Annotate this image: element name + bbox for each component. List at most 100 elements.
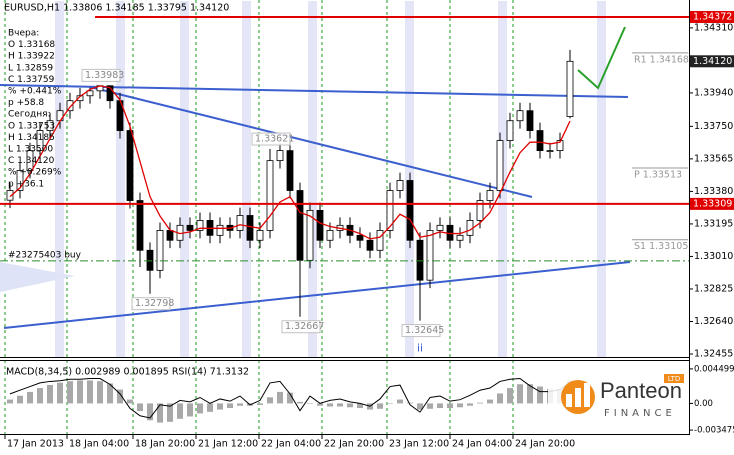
x-tick-label: 24 Jan 20:00 — [515, 439, 575, 450]
macd-bar — [117, 389, 123, 404]
y-tick-label: 1.33195 — [694, 218, 733, 229]
macd-bar — [327, 403, 333, 407]
y-tick-label: 1.32825 — [694, 283, 733, 294]
price-label: 1.33621 — [255, 134, 294, 145]
macd-bar — [87, 380, 93, 404]
x-tick-label: 22 Jan 20:00 — [324, 439, 384, 450]
level-box — [690, 197, 734, 210]
info-line: O 1.33168 — [8, 40, 55, 50]
logo-sub: FINANCE — [604, 408, 676, 419]
trendline — [3, 261, 631, 329]
x-tick-label: 23 Jan 12:00 — [389, 439, 449, 450]
macd-bar — [77, 380, 83, 404]
candle-body — [406, 180, 414, 241]
macd-bar — [427, 403, 433, 409]
info-line: p +58.8 — [8, 98, 44, 108]
macd-bar — [277, 391, 283, 404]
price-label-box — [131, 297, 171, 311]
candle-body — [136, 200, 144, 251]
info-line: H 1.33922 — [8, 52, 55, 62]
macd-bar — [497, 393, 503, 404]
wave-label: ii — [417, 342, 423, 355]
last-price-box — [690, 55, 734, 68]
x-tick-label: 22 Jan 04:00 — [261, 439, 321, 450]
y-tick-label: 1.33010 — [694, 251, 733, 262]
y-tick-label: 1.33750 — [694, 121, 733, 132]
macd-bar — [107, 383, 113, 404]
y-tick-label: 1.33380 — [694, 186, 733, 197]
macd-bar — [387, 403, 393, 404]
macd-bar — [197, 403, 203, 414]
candle-body — [526, 110, 534, 131]
logo: Panteon FINANCE LTD — [548, 372, 686, 424]
price-label: 1.32645 — [405, 325, 444, 336]
candle-body — [216, 224, 224, 236]
candle-body — [86, 90, 94, 97]
info-line: L 1.33500 — [8, 145, 53, 155]
macd-bar — [97, 381, 103, 404]
macd-bar — [187, 403, 193, 417]
candle-body — [516, 110, 524, 122]
candle-body — [316, 209, 324, 241]
moving-average — [9, 85, 571, 240]
info-line: C 1.34120 — [8, 156, 55, 166]
macd-bar — [267, 397, 273, 404]
macd-bar — [527, 384, 533, 404]
candle-body — [426, 230, 434, 281]
candle-body — [386, 190, 394, 231]
macd-bar — [257, 403, 263, 405]
macd-tick-label: 0.00 — [694, 399, 713, 409]
candle-body — [376, 230, 384, 251]
macd-bar — [507, 388, 513, 404]
candle-body — [476, 200, 484, 221]
macd-bar — [57, 382, 63, 404]
candle-body — [126, 130, 134, 201]
rsi-line — [9, 378, 571, 419]
candle-body — [256, 230, 264, 241]
candle-body — [166, 230, 174, 241]
session-band — [242, 1, 251, 357]
candle-body — [546, 150, 554, 153]
price-label: 1.33983 — [85, 70, 124, 81]
candle-body — [396, 180, 404, 191]
logo-badge-text: LTD — [668, 375, 681, 383]
forecast-arrow — [577, 26, 626, 90]
macd-bar — [417, 403, 423, 410]
indicator-label: MACD(8,34,5) 0.002989 0.001895 RSI(14) 7… — [6, 367, 249, 378]
macd-bar — [347, 403, 353, 408]
candle-body — [16, 170, 24, 191]
macd-bar — [177, 403, 183, 419]
macd-bar — [297, 401, 303, 404]
candle-body — [416, 239, 424, 281]
macd-bar — [227, 403, 233, 409]
candle-body — [306, 209, 314, 261]
price-label: 1.32667 — [285, 321, 324, 332]
x-tick-label: 17 Jan 2013 — [7, 439, 64, 450]
candle-body — [6, 190, 14, 201]
candle-body — [236, 215, 244, 231]
macd-bar — [17, 395, 23, 404]
session-band — [308, 1, 317, 357]
level-box — [690, 10, 734, 23]
session-band — [55, 1, 64, 357]
candle-body — [486, 190, 494, 201]
macd-tick-label: -0.003475 — [694, 426, 734, 436]
candle-body — [456, 234, 464, 241]
macd-bar — [7, 399, 13, 404]
candle-body — [66, 100, 74, 112]
macd-bar — [537, 386, 543, 404]
macd-bar — [397, 399, 403, 404]
candle-body — [246, 215, 254, 241]
macd-bar — [447, 403, 453, 409]
info-line: Вчера: — [8, 29, 39, 39]
macd-bar — [147, 403, 153, 421]
candle-body — [156, 230, 164, 271]
trendline — [89, 86, 533, 198]
info-line: C 1.33759 — [8, 75, 55, 85]
order-label: #23275403 buy — [8, 250, 82, 260]
candle-body — [366, 239, 374, 251]
candle-body — [276, 150, 284, 162]
y-tick-label: 1.34310 — [694, 22, 733, 33]
order-arrow — [0, 262, 75, 292]
